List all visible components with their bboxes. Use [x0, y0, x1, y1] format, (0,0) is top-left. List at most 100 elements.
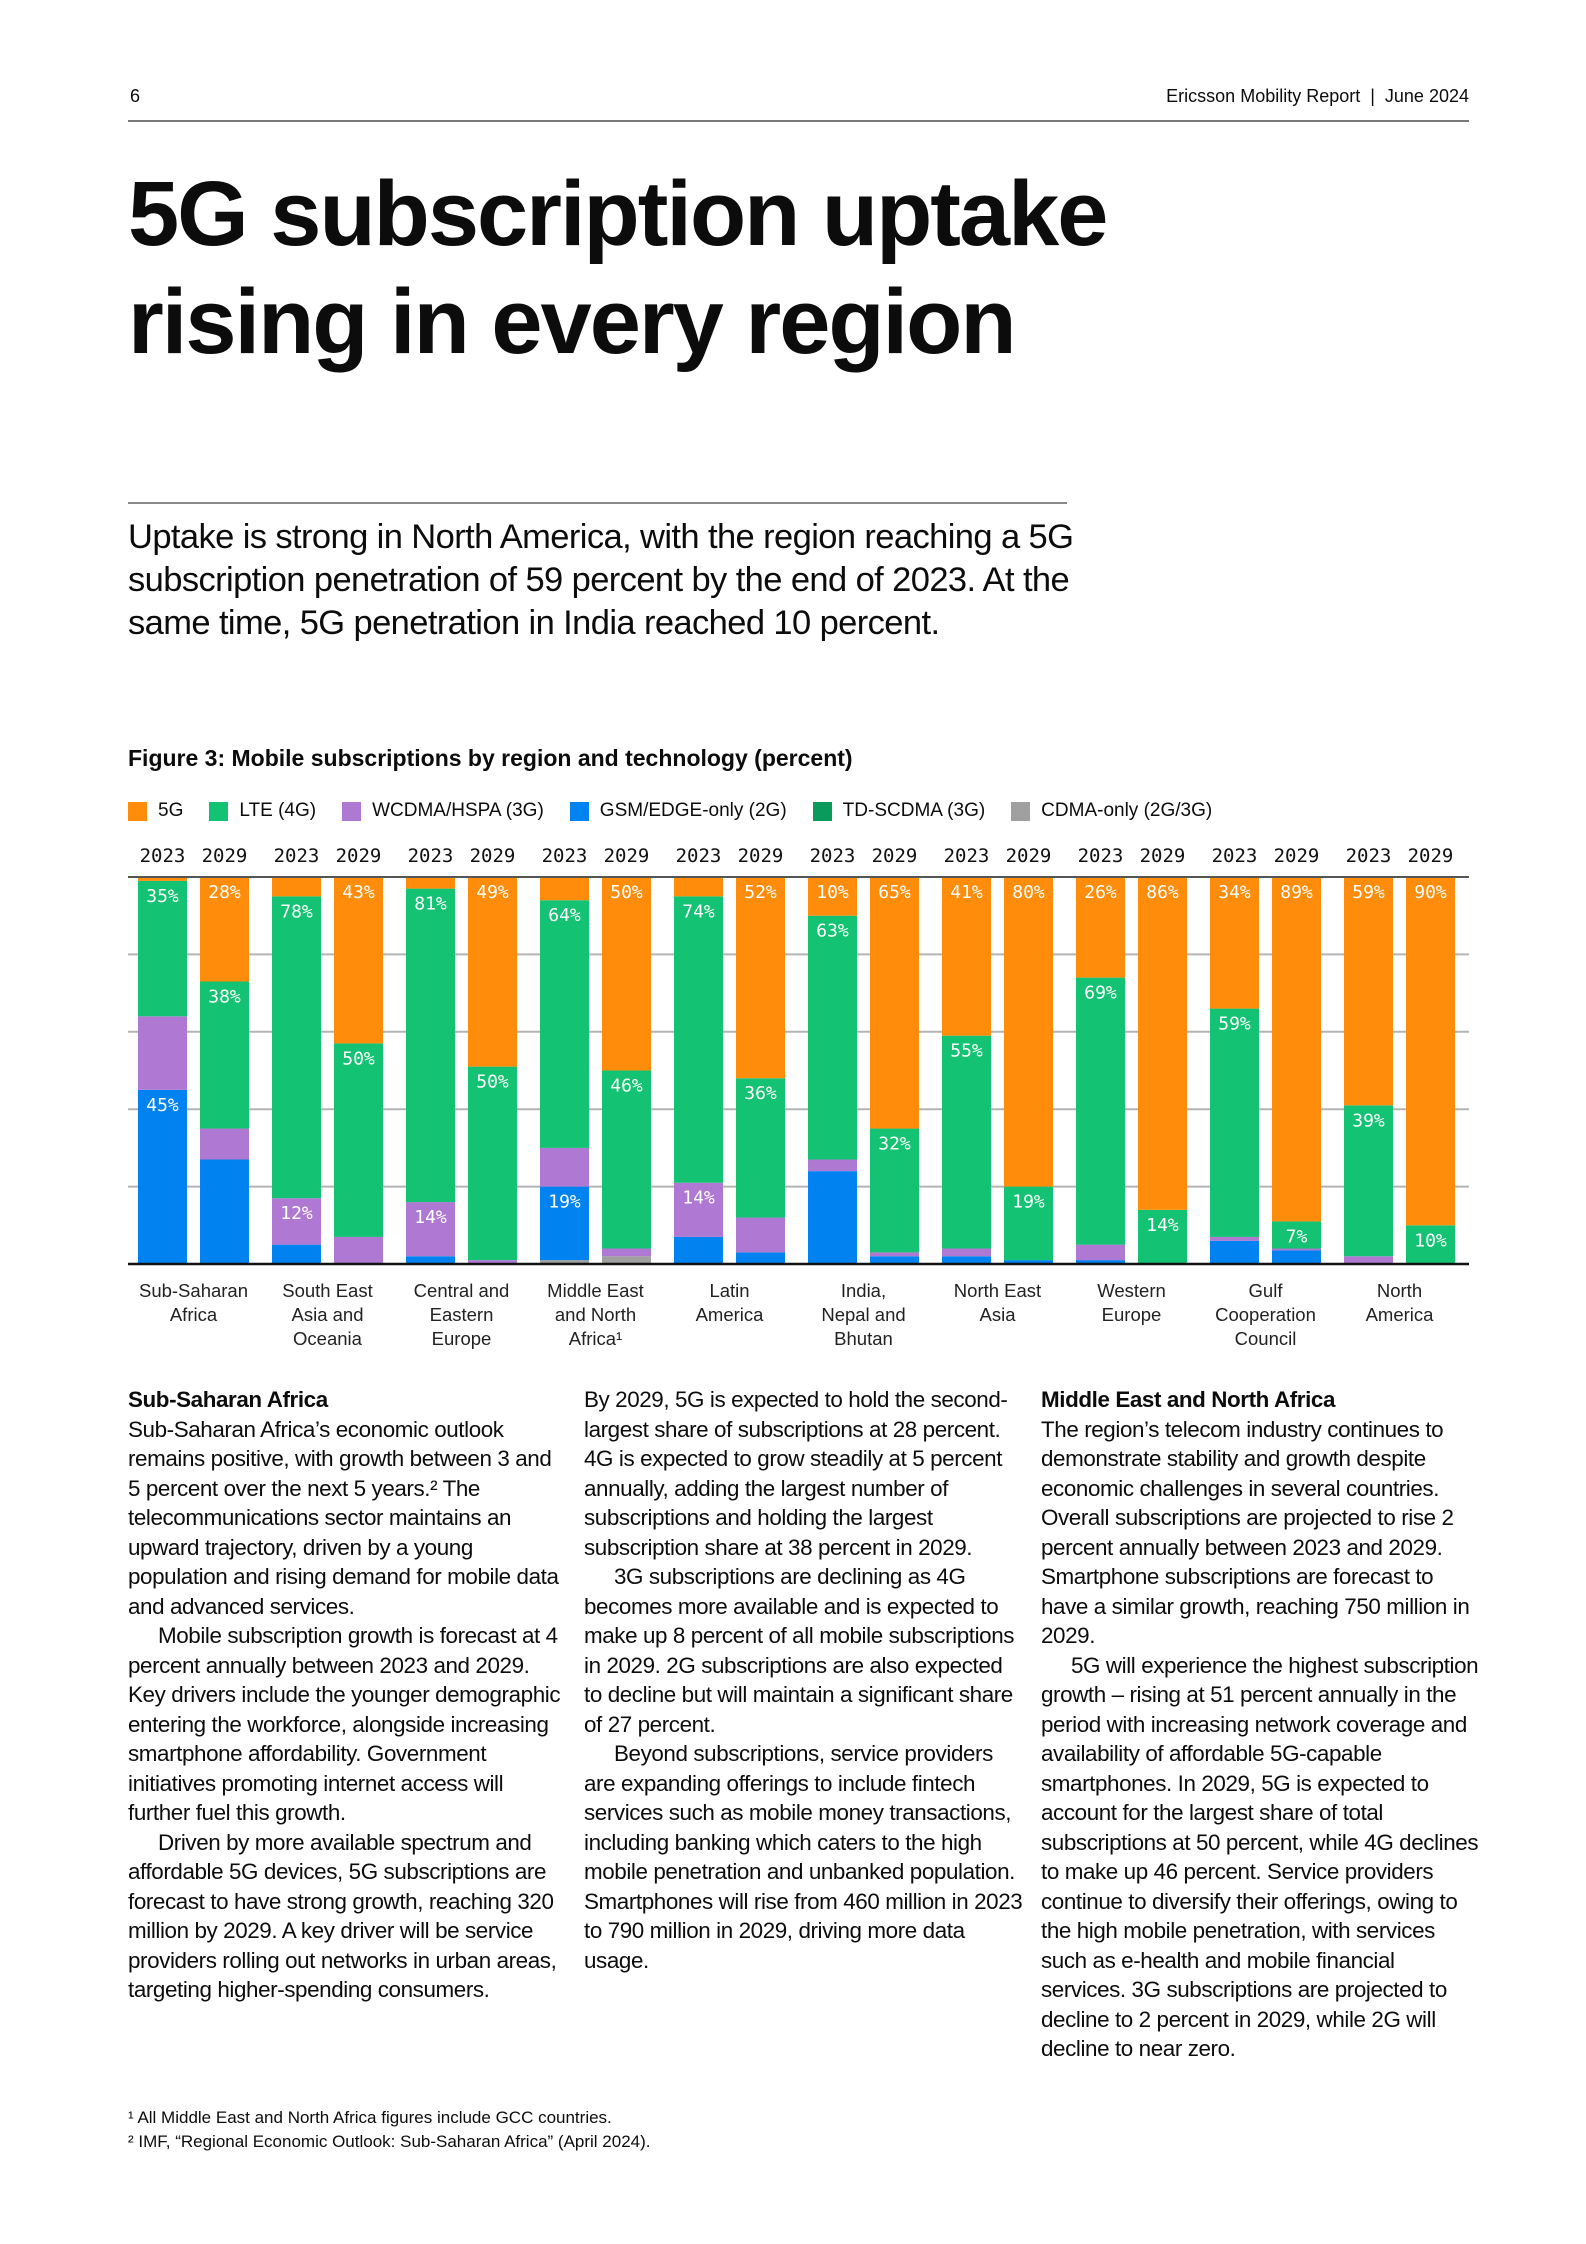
bar-segment [1076, 877, 1125, 978]
data-label: 32% [878, 1134, 911, 1155]
category-label: Cooperation [1215, 1304, 1316, 1325]
data-label: 12% [280, 1203, 313, 1224]
bar-segment [1344, 877, 1393, 1106]
figure-title: Figure 3: Mobile subscriptions by region… [128, 745, 853, 771]
bar-segment [602, 1256, 651, 1264]
body-paragraph: 3G subscriptions are declining as 4G bec… [584, 1564, 1015, 1737]
text-column-3: Middle East and North Africa The region’s… [1041, 1385, 1481, 2064]
category-label: Central and [414, 1280, 510, 1301]
data-label: 63% [816, 921, 849, 942]
text-column-1: Sub-Saharan Africa Sub-Saharan Africa’s e… [128, 1385, 568, 2005]
bar-segment [870, 877, 919, 1129]
section-heading: Sub-Saharan Africa [128, 1387, 328, 1412]
bar-segment [1076, 977, 1125, 1245]
legend-label: 5G [158, 800, 184, 821]
bar-segment [1210, 1240, 1259, 1264]
data-label: 14% [1146, 1215, 1179, 1236]
data-label: 19% [1012, 1192, 1045, 1213]
category-label: Western [1097, 1280, 1166, 1301]
year-tick-label: 2023 [1078, 845, 1124, 867]
category-label: Bhutan [834, 1328, 893, 1349]
bar-segment [808, 1171, 857, 1264]
bar-segment [1272, 1248, 1321, 1251]
page-title: 5G subscription uptake rising in every r… [128, 160, 1328, 376]
bar-segment [674, 896, 723, 1183]
year-tick-label: 2029 [202, 845, 248, 867]
bar-segment [1272, 877, 1321, 1222]
data-label: 14% [414, 1207, 447, 1228]
year-tick-label: 2029 [872, 845, 918, 867]
data-label: 45% [146, 1095, 179, 1116]
section-heading: Middle East and North Africa [1041, 1387, 1336, 1412]
bar-segment [1076, 1244, 1125, 1261]
data-label: 50% [476, 1072, 509, 1093]
bar-segment [1004, 1186, 1053, 1261]
bar-segment [1344, 1105, 1393, 1257]
page-number: 6 [130, 86, 141, 106]
data-label: 14% [682, 1188, 715, 1209]
category-label: Middle East [547, 1280, 644, 1301]
bar-segment [1076, 1260, 1125, 1264]
legend-item: GSM/EDGE-only (2G) [569, 800, 787, 822]
year-tick-label: 2029 [738, 845, 784, 867]
bar-segment [334, 877, 383, 1044]
category-label: America [696, 1304, 765, 1325]
legend-item: 5G [128, 800, 183, 822]
bar-segment [200, 1128, 249, 1160]
data-label: 50% [610, 882, 643, 903]
bar-segment [1138, 877, 1187, 1210]
data-label: 52% [744, 882, 777, 903]
stacked-bar-chart: 2023 35% 45% 2029 28% 38% Sub-Saharan Africa 202… [128, 845, 1469, 1349]
bar-segment [138, 880, 187, 1017]
data-label: 78% [280, 901, 313, 922]
bar-segment [1004, 877, 1053, 1187]
legend-item: LTE (4G) [209, 800, 316, 822]
bar-segment [736, 1252, 785, 1264]
category-label: North [1377, 1280, 1422, 1301]
bar-segment [334, 1236, 383, 1264]
data-label: 46% [610, 1076, 643, 1097]
body-paragraph: 5G will experience the highest subscript… [1041, 1652, 1479, 2062]
legend-swatch [1011, 801, 1031, 821]
category-label: Council [1235, 1328, 1297, 1349]
category-label: and North [555, 1304, 636, 1325]
data-label: 28% [208, 882, 241, 903]
bar-segment [1210, 877, 1259, 1009]
category-label: Nepal and [821, 1304, 905, 1325]
bar-segment [540, 1186, 589, 1261]
bar-segment [540, 1260, 589, 1264]
category-label: Africa¹ [569, 1328, 622, 1349]
bar-segment [1272, 1250, 1321, 1264]
bar-segment [200, 877, 249, 982]
legend-label: GSM/EDGE-only (2G) [599, 800, 787, 821]
data-label: 55% [950, 1041, 983, 1062]
data-label: 90% [1414, 882, 1447, 903]
category-label: Sub-Saharan [139, 1280, 248, 1301]
data-label: 86% [1146, 882, 1179, 903]
data-label: 80% [1012, 882, 1045, 903]
category-label: North East [954, 1280, 1041, 1301]
bar-segment [1406, 1225, 1455, 1264]
legend-item: TD-SCDMA (3G) [812, 800, 985, 822]
title-line: rising in every region [128, 271, 1017, 373]
year-tick-label: 2023 [140, 845, 186, 867]
legend-label: CDMA-only (2G/3G) [1041, 800, 1213, 821]
header-divider [128, 120, 1469, 122]
data-label: 41% [950, 882, 983, 903]
bar-segment [406, 1256, 455, 1264]
bar-segment [138, 1016, 187, 1090]
body-paragraph: Driven by more available spectrum and af… [128, 1829, 557, 2003]
category-label: South East [282, 1280, 373, 1301]
bar-segment [540, 900, 589, 1148]
category-label: Asia and [292, 1304, 364, 1325]
category-label: Africa [170, 1304, 218, 1325]
text-column-2: By 2029, 5G is expected to hold the seco… [584, 1385, 1024, 1975]
report-header: Ericsson Mobility Report | June 2024 [1166, 86, 1469, 106]
bar-segment [272, 877, 321, 897]
bar-segment [1138, 1209, 1187, 1264]
category-label: Latin [709, 1280, 749, 1301]
bar-segment [808, 877, 857, 916]
bar-segment [272, 896, 321, 1199]
body-paragraph: Mobile subscription growth is forecast a… [128, 1623, 561, 1825]
category-label: Europe [432, 1328, 492, 1349]
